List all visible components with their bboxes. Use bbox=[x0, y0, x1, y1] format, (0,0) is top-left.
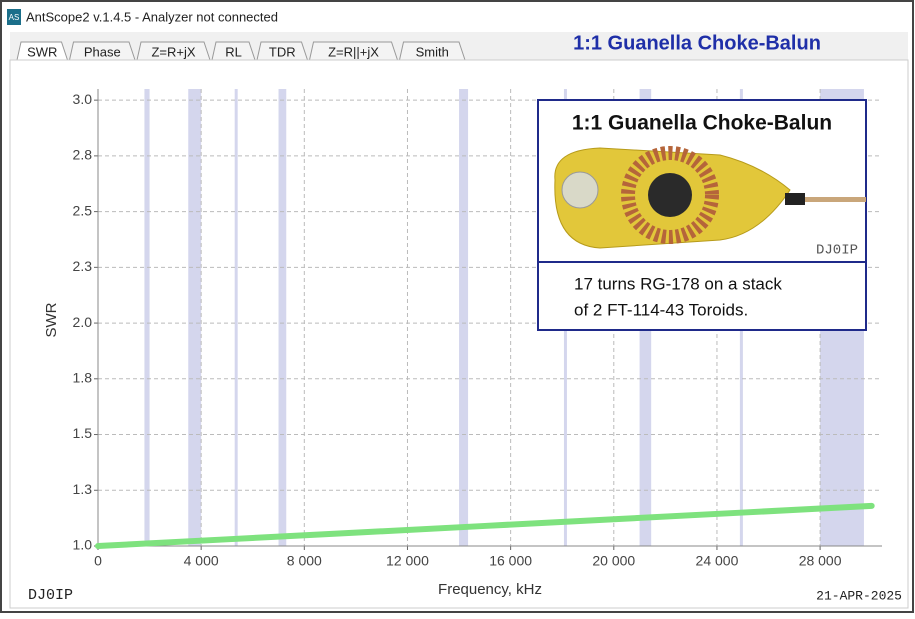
window-title: AntScope2 v.1.4.5 - Analyzer not connect… bbox=[26, 9, 278, 24]
ham-band bbox=[459, 89, 469, 546]
x-tick-label: 16 000 bbox=[489, 553, 532, 569]
ham-band bbox=[234, 89, 238, 546]
x-tick-label: 28 000 bbox=[799, 553, 842, 569]
tab[interactable] bbox=[399, 41, 466, 61]
inset-watermark: DJ0IP bbox=[816, 243, 858, 259]
y-tick-label: 2.0 bbox=[73, 314, 93, 330]
ham-band bbox=[188, 89, 202, 546]
tab[interactable] bbox=[69, 41, 136, 61]
ham-band bbox=[144, 89, 150, 546]
cable-end bbox=[785, 193, 805, 205]
x-tick-label: 0 bbox=[94, 553, 102, 569]
connector bbox=[561, 171, 599, 209]
tab[interactable] bbox=[211, 41, 256, 61]
tabs: SWR Phase Z=R+jX RL TDR Z=R||+jX Smith bbox=[16, 41, 466, 61]
y-tick-label: 1.5 bbox=[73, 425, 93, 441]
toroid bbox=[621, 146, 719, 244]
inset: 1:1 Guanella Choke-Balun DJ0IP 17 turns … bbox=[537, 99, 867, 331]
inset-title: 1:1 Guanella Choke-Balun bbox=[572, 112, 832, 135]
y-tick-label: 2.3 bbox=[73, 258, 93, 274]
y-axis-label: SWR bbox=[43, 302, 60, 337]
app-icon bbox=[7, 9, 21, 25]
footer-right: 21-APR-2025 bbox=[816, 588, 902, 603]
app-icon-text: AS bbox=[9, 13, 20, 22]
balun-photo bbox=[554, 146, 866, 249]
x-axis-label: Frequency, kHz bbox=[438, 581, 542, 598]
tab-label[interactable]: RL bbox=[225, 44, 242, 59]
tab-label[interactable]: Z=R+jX bbox=[151, 44, 195, 59]
y-tick-label: 1.0 bbox=[73, 537, 93, 553]
tab-label[interactable]: Phase bbox=[84, 44, 121, 59]
tab-label[interactable]: TDR bbox=[269, 44, 296, 59]
y-tick-label: 1.8 bbox=[73, 370, 93, 386]
x-tick-label: 20 000 bbox=[592, 553, 635, 569]
x-tick-label: 12 000 bbox=[386, 553, 429, 569]
heading: 1:1 Guanella Choke-Balun bbox=[573, 32, 821, 54]
caption-line: of 2 FT-114-43 Toroids. bbox=[574, 300, 748, 319]
y-tick-label: 3.0 bbox=[73, 91, 93, 107]
tab[interactable] bbox=[256, 41, 308, 61]
caption-line: 17 turns RG-178 on a stack bbox=[574, 274, 782, 293]
x-tick-label: 8 000 bbox=[287, 553, 322, 569]
tab-label[interactable]: Smith bbox=[416, 44, 449, 59]
tab[interactable] bbox=[309, 41, 398, 61]
tab[interactable] bbox=[136, 41, 211, 61]
x-tick-label: 24 000 bbox=[696, 553, 739, 569]
tab[interactable] bbox=[16, 41, 68, 61]
tab-label[interactable]: Z=R||+jX bbox=[328, 44, 379, 59]
ham-band bbox=[278, 89, 287, 546]
y-tick-label: 2.8 bbox=[73, 147, 93, 163]
tab-label[interactable]: SWR bbox=[27, 44, 57, 59]
cable bbox=[805, 197, 866, 202]
y-tick-label: 1.3 bbox=[73, 481, 93, 497]
toroid-core bbox=[648, 173, 692, 217]
caption-box bbox=[537, 261, 867, 331]
swr-line bbox=[95, 502, 875, 549]
y-tick-label: 2.5 bbox=[73, 202, 93, 218]
footer-left: DJ0IP bbox=[28, 587, 73, 604]
x-tick-label: 4 000 bbox=[184, 553, 219, 569]
